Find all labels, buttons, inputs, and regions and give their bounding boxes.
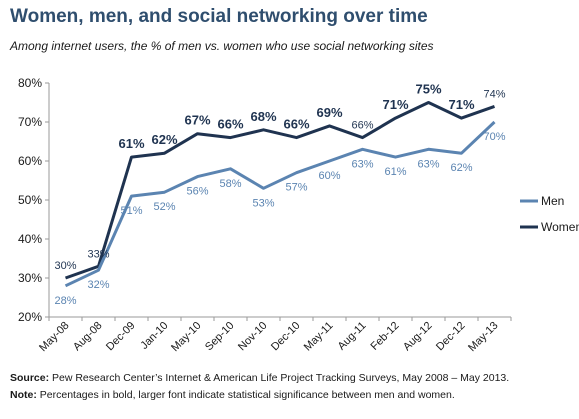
women-data-label: 66%	[217, 117, 243, 132]
y-tick-label: 70%	[18, 115, 42, 129]
note-text: Percentages in bold, larger font indicat…	[36, 389, 455, 401]
men-series-line	[64, 120, 496, 288]
source-line: Source: Pew Research Center’s Internet &…	[10, 372, 509, 384]
men-data-label: 56%	[186, 186, 208, 198]
men-data-label: 70%	[483, 131, 505, 143]
women-data-label: 69%	[316, 105, 342, 120]
women-data-label: 67%	[184, 113, 210, 128]
men-data-label: 53%	[252, 197, 274, 209]
men-data-label: 60%	[318, 170, 340, 182]
x-tick-label: Dec-10	[269, 320, 303, 354]
source-text: Pew Research Center’s Internet & America…	[49, 372, 510, 384]
chart-subtitle: Among internet users, the % of men vs. w…	[10, 39, 434, 53]
women-series-line	[64, 101, 496, 280]
men-data-label: 62%	[450, 162, 472, 174]
legend-men-label: Men	[541, 194, 564, 208]
x-tick-label: May-11	[302, 320, 336, 354]
women-data-label: 61%	[118, 136, 144, 151]
y-tick-label: 80%	[18, 76, 42, 90]
x-tick-label: May-13	[466, 320, 500, 354]
note-label: Note:	[10, 389, 37, 401]
men-data-label: 57%	[285, 182, 307, 194]
women-data-label: 74%	[483, 88, 505, 100]
x-tick-label: Sep-10	[203, 320, 237, 354]
men-data-label: 61%	[384, 166, 406, 178]
y-tick-label: 20%	[18, 310, 42, 324]
women-data-label: 71%	[448, 97, 474, 112]
x-tick-label: Nov-10	[236, 320, 270, 354]
men-data-label: 58%	[219, 178, 241, 190]
men-data-label: 32%	[87, 279, 109, 291]
x-tick-label: May-10	[169, 320, 203, 354]
women-data-label: 68%	[250, 109, 276, 124]
x-tick-label: Dec-09	[104, 320, 138, 354]
legend-women-label: Women	[541, 220, 579, 234]
x-tick-label: Feb-12	[368, 320, 401, 353]
men-data-label: 63%	[351, 158, 373, 170]
women-data-label: 62%	[151, 132, 177, 147]
chart-title: Women, men, and social networking over t…	[10, 6, 428, 27]
source-label: Source:	[10, 372, 50, 384]
y-tick-label: 30%	[18, 271, 42, 285]
y-tick-label: 50%	[18, 193, 42, 207]
x-tick-label: Dec-12	[434, 320, 468, 354]
women-data-label: 71%	[382, 97, 408, 112]
x-tick-label: Aug-11	[336, 320, 369, 353]
women-data-label: 30%	[54, 260, 76, 272]
men-data-label: 51%	[120, 205, 142, 217]
men-data-label: 52%	[153, 201, 175, 213]
women-data-label: 75%	[415, 82, 441, 97]
note-line: Note: Percentages in bold, larger font i…	[10, 389, 455, 401]
x-tick-label: May-08	[37, 320, 71, 354]
x-tick-label: Aug-08	[71, 320, 105, 354]
x-tick-label: Jan-10	[138, 320, 170, 352]
men-data-label: 28%	[54, 295, 76, 307]
y-tick-label: 40%	[18, 232, 42, 246]
women-data-label: 33%	[87, 248, 109, 260]
y-tick-label: 60%	[18, 154, 42, 168]
x-tick-label: Aug-12	[401, 320, 435, 354]
men-data-label: 63%	[417, 158, 439, 170]
women-data-label: 66%	[351, 120, 373, 132]
women-data-label: 66%	[283, 117, 309, 132]
